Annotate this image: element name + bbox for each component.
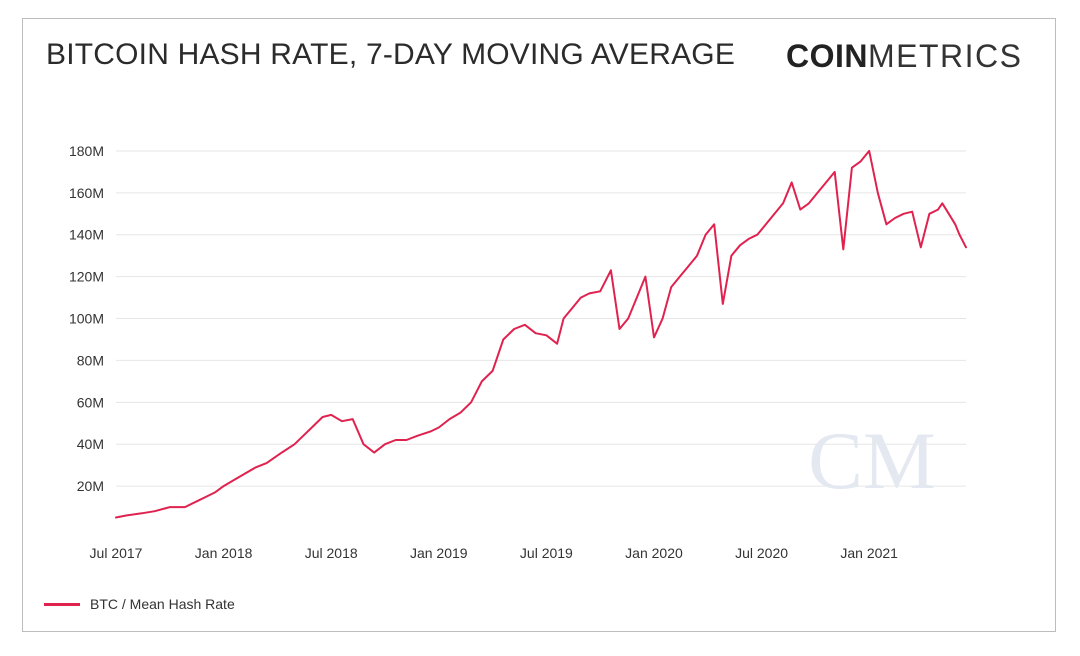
- y-tick-label: 40M: [77, 436, 104, 452]
- x-tick-label: Jul 2017: [90, 545, 143, 561]
- y-axis-ticks: 20M 40M 60M 80M 100M 120M 140M 160M 180M: [69, 143, 104, 494]
- x-tick-label: Jan 2020: [625, 545, 683, 561]
- y-tick-label: 20M: [77, 478, 104, 494]
- grid-lines: [116, 150, 966, 487]
- series-line-hash-rate: [115, 149, 967, 519]
- brand-logo-light: METRICS: [868, 38, 1023, 74]
- y-tick-label: 100M: [69, 311, 104, 327]
- x-tick-label: Jan 2018: [195, 545, 253, 561]
- x-tick-label: Jul 2020: [735, 545, 788, 561]
- brand-logo: COINMETRICS: [786, 38, 1023, 75]
- watermark-logo: CM: [808, 415, 936, 506]
- legend[interactable]: BTC / Mean Hash Rate: [44, 594, 235, 614]
- chart-title: BITCOIN HASH RATE, 7-DAY MOVING AVERAGE: [46, 38, 736, 71]
- y-tick-label: 140M: [69, 227, 104, 243]
- y-tick-label: 60M: [77, 394, 104, 410]
- chart-frame: [22, 18, 1056, 632]
- y-tick-label: 160M: [69, 185, 104, 201]
- y-tick-label: 80M: [77, 352, 104, 368]
- x-tick-label: Jul 2019: [520, 545, 573, 561]
- legend-swatch: [44, 602, 80, 606]
- x-tick-label: Jan 2019: [410, 545, 468, 561]
- x-tick-label: Jan 2021: [840, 545, 898, 561]
- legend-label: BTC / Mean Hash Rate: [90, 596, 235, 612]
- x-tick-label: Jul 2018: [305, 545, 358, 561]
- brand-logo-bold: COIN: [786, 38, 868, 74]
- y-tick-label: 120M: [69, 269, 104, 285]
- x-axis-ticks: Jul 2017 Jan 2018 Jul 2018 Jan 2019 Jul 2019…: [90, 545, 899, 561]
- y-tick-label: 180M: [69, 143, 104, 159]
